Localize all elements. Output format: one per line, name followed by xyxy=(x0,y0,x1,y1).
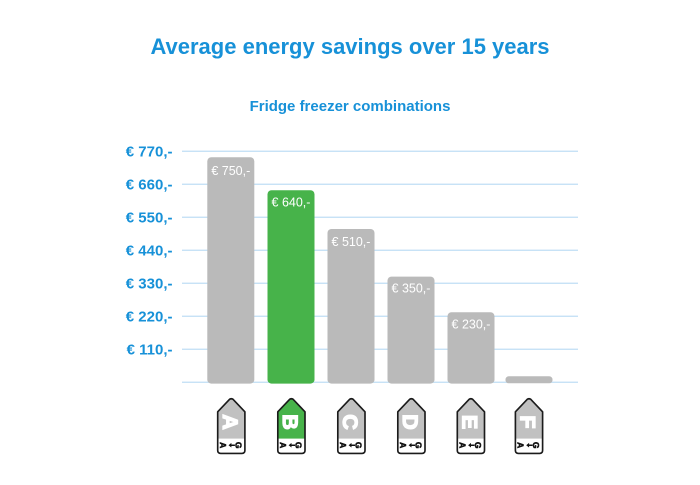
svg-text:€ 220,-: € 220,- xyxy=(126,308,173,325)
svg-text:C: C xyxy=(338,414,362,430)
svg-text:€ 230,-: € 230,- xyxy=(452,318,491,332)
svg-text:A: A xyxy=(338,442,348,448)
svg-text:€ 440,-: € 440,- xyxy=(126,242,173,259)
svg-text:€ 510,-: € 510,- xyxy=(332,235,371,249)
svg-text:G: G xyxy=(233,442,243,449)
svg-text:G: G xyxy=(473,442,483,449)
svg-text:Fridge freezer combinations: Fridge freezer combinations xyxy=(250,98,451,115)
svg-text:A: A xyxy=(398,442,408,448)
svg-text:D: D xyxy=(398,414,422,430)
svg-text:B: B xyxy=(278,414,302,430)
svg-text:F: F xyxy=(516,415,540,428)
svg-text:A: A xyxy=(278,442,288,448)
svg-text:€ 750,-: € 750,- xyxy=(211,164,250,178)
svg-text:G: G xyxy=(414,442,424,449)
svg-text:G: G xyxy=(294,442,304,449)
svg-text:€ 640,-: € 640,- xyxy=(272,196,311,210)
svg-text:A: A xyxy=(457,442,467,448)
svg-text:Average energy savings over 15: Average energy savings over 15 years xyxy=(150,34,549,59)
svg-text:€ 350,-: € 350,- xyxy=(392,281,431,295)
svg-text:€ 110,-: € 110,- xyxy=(127,341,173,358)
svg-text:G: G xyxy=(531,442,541,449)
svg-text:€ 660,-: € 660,- xyxy=(126,176,173,193)
svg-text:G: G xyxy=(354,442,364,449)
svg-text:A: A xyxy=(218,414,242,430)
svg-text:€ 770,-: € 770,- xyxy=(126,143,173,160)
svg-text:A: A xyxy=(218,442,228,448)
svg-text:€ 330,-: € 330,- xyxy=(126,275,173,292)
svg-text:E: E xyxy=(458,415,482,429)
svg-text:A: A xyxy=(516,442,526,448)
svg-text:€ 550,-: € 550,- xyxy=(126,209,173,226)
